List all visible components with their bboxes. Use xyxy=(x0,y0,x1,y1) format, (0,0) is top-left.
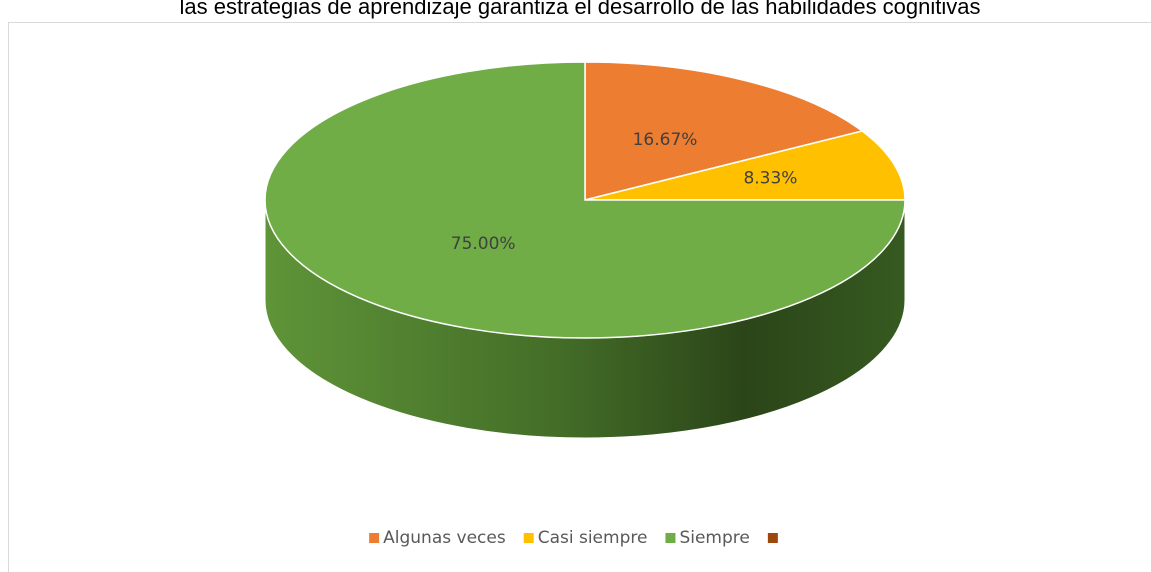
legend-swatch xyxy=(665,533,676,543)
legend-swatch xyxy=(523,533,534,543)
legend-label: Casi siempre xyxy=(538,528,648,548)
data-label: 16.67% xyxy=(633,130,698,150)
legend-label: Siempre xyxy=(679,528,749,548)
data-label: 75.00% xyxy=(451,234,516,254)
slice xyxy=(584,61,864,201)
slice xyxy=(584,130,906,201)
legend-swatch xyxy=(369,533,380,543)
chart-frame xyxy=(8,22,1151,572)
legend-swatch xyxy=(767,533,778,543)
chart-title: las estrategias de aprendizaje garantiza… xyxy=(179,0,980,19)
data-label: 8.33% xyxy=(743,169,797,189)
legend-label: Algunas veces xyxy=(383,528,506,548)
slice xyxy=(264,61,906,339)
